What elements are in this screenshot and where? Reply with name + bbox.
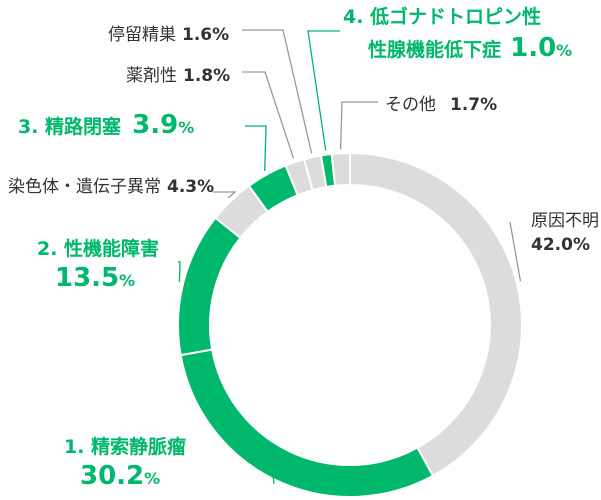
- label-varicocele: 1. 精索静脈瘤 30.2%: [64, 432, 186, 491]
- label-obstruction-category: 3. 精路閉塞: [18, 116, 122, 138]
- label-chromosome: 染色体・遺伝子異常 4.3%: [8, 172, 214, 197]
- label-obstruction-number: 3.9: [132, 110, 179, 140]
- label-obstruction-unit: %: [178, 118, 195, 137]
- label-hypogonadism-number: 1.0: [510, 33, 557, 63]
- leader-line-8: [339, 101, 378, 150]
- label-cryptorchidism-category: 停留精巣: [108, 25, 176, 45]
- donut-slice-8: [330, 151, 351, 187]
- label-sexual-dysfunction-category: 2. 性機能障害: [37, 238, 160, 260]
- donut-slice-2: [177, 216, 242, 357]
- label-unknown-value: 42.0%: [531, 235, 590, 255]
- label-hypogonadism-line2: 性腺機能低下症 1.0%: [368, 33, 572, 63]
- label-cryptorchidism-value: 1.6%: [182, 25, 230, 45]
- leader-line-6: [242, 29, 313, 154]
- label-sexual-dysfunction-number: 13.5: [55, 263, 120, 293]
- donut-slice-1: [179, 348, 435, 498]
- label-varicocele-value: 30.2%: [80, 461, 186, 491]
- leader-line-4: [245, 125, 267, 172]
- label-varicocele-category: 1. 精索静脈瘤: [64, 436, 187, 458]
- leader-line-3: [213, 191, 237, 199]
- label-other-value: 1.7%: [450, 95, 498, 115]
- leader-line-5: [242, 71, 295, 159]
- label-other: その他 1.7%: [385, 90, 497, 115]
- label-chromosome-category: 染色体・遺伝子異常: [8, 177, 161, 197]
- leader-line-2: [178, 261, 181, 282]
- leader-line-1: [240, 451, 275, 484]
- leader-line-7: [307, 30, 340, 151]
- label-chromosome-value: 4.3%: [167, 177, 215, 197]
- label-drug: 薬剤性 1.8%: [126, 61, 230, 86]
- label-sexual-dysfunction: 2. 性機能障害 13.5%: [37, 234, 159, 293]
- label-obstruction: 3. 精路閉塞 3.9%: [18, 110, 194, 140]
- label-unknown: 原因不明 42.0%: [531, 206, 599, 255]
- label-hypogonadism-category-line2: 性腺機能低下症: [368, 39, 502, 61]
- label-hypogonadism: 4. 低ゴナドトロピン性 性腺機能低下症 1.0%: [343, 2, 572, 63]
- label-hypogonadism-unit: %: [556, 41, 573, 60]
- label-sexual-dysfunction-unit: %: [119, 271, 136, 290]
- leader-line-0: [509, 221, 522, 282]
- label-drug-value: 1.8%: [183, 66, 231, 86]
- label-sexual-dysfunction-value: 13.5%: [55, 263, 159, 293]
- label-unknown-category: 原因不明: [531, 211, 599, 231]
- label-varicocele-number: 30.2: [80, 461, 145, 491]
- label-varicocele-unit: %: [144, 469, 161, 488]
- label-hypogonadism-category: 4. 低ゴナドトロピン性: [343, 6, 542, 28]
- label-cryptorchidism: 停留精巣 1.6%: [108, 20, 229, 45]
- donut-slice-0: [349, 151, 524, 478]
- label-drug-category: 薬剤性: [126, 66, 177, 86]
- label-other-category: その他: [385, 95, 436, 115]
